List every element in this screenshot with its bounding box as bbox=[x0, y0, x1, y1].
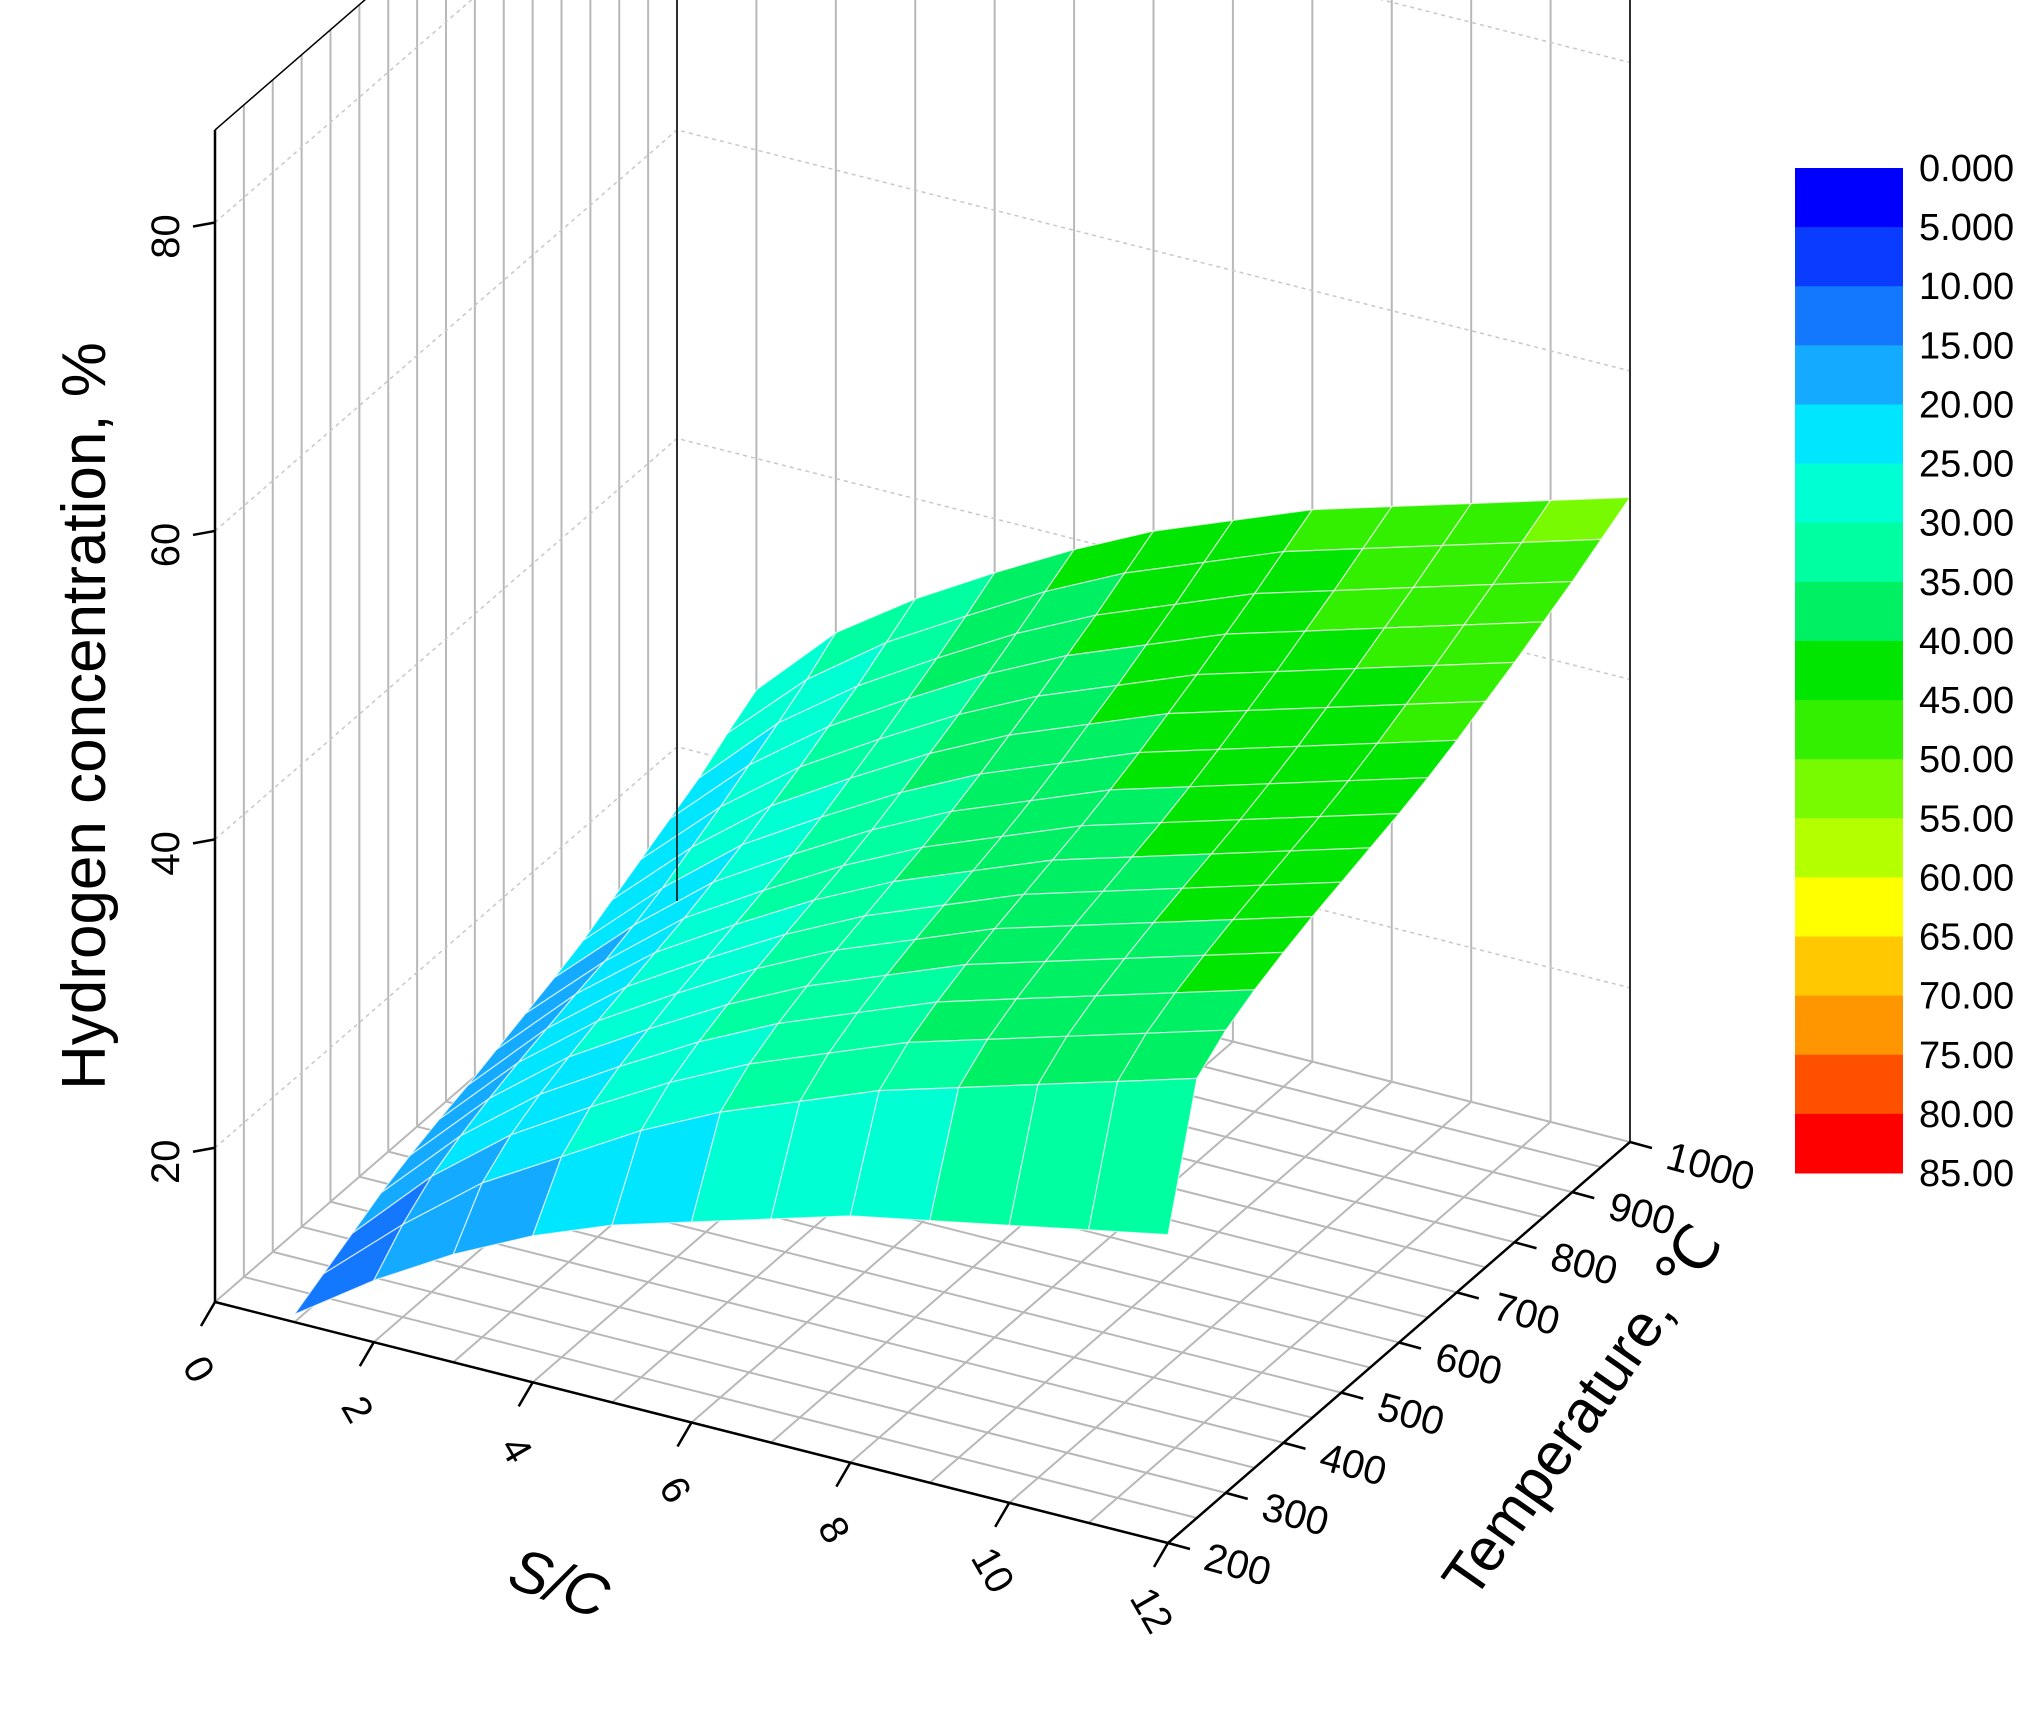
y-tick-label: 500 bbox=[1373, 1385, 1449, 1445]
floor-grid-y bbox=[272, 1250, 1226, 1494]
colorbar-label: 50.00 bbox=[1919, 739, 2014, 781]
z-tick-mark bbox=[192, 1146, 216, 1154]
colorbar-label: 10.00 bbox=[1919, 266, 2014, 308]
z-tick-label: 80 bbox=[144, 214, 188, 258]
colorbar-label: 20.00 bbox=[1919, 384, 2014, 426]
x-tick-mark bbox=[1152, 1542, 1170, 1568]
y-tick-mark bbox=[1456, 1291, 1480, 1300]
colorbar-swatch bbox=[1795, 581, 1903, 642]
colorbar-label: 55.00 bbox=[1919, 798, 2014, 840]
z-tick-label: 20 bbox=[144, 1140, 188, 1185]
colorbar-label: 0.000 bbox=[1919, 148, 2014, 190]
colorbar-label: 25.00 bbox=[1919, 444, 2014, 486]
z-tick-label: 60 bbox=[144, 523, 188, 568]
colorbar-label: 40.00 bbox=[1919, 621, 2014, 663]
colorbar-swatch bbox=[1795, 1113, 1903, 1174]
colorbar-swatch bbox=[1795, 818, 1903, 878]
z-axis-title: Hydrogen concentration, % bbox=[50, 342, 119, 1090]
colorbar-swatch bbox=[1795, 877, 1903, 938]
colorbar-label: 85.00 bbox=[1919, 1153, 2014, 1195]
surface-cell bbox=[1087, 1077, 1198, 1236]
x-tick-mark bbox=[517, 1381, 534, 1407]
y-tick-label: 400 bbox=[1315, 1435, 1391, 1495]
y-tick-mark bbox=[1571, 1190, 1595, 1200]
y-tick-label: 1000 bbox=[1662, 1134, 1759, 1200]
colorbar-swatch bbox=[1795, 1054, 1903, 1115]
x-tick-mark bbox=[358, 1341, 375, 1367]
colorbar-swatch bbox=[1795, 345, 1903, 405]
colorbar-swatch bbox=[1795, 522, 1903, 583]
colorbar-label: 15.00 bbox=[1919, 325, 2014, 367]
floor-grid-y bbox=[243, 1275, 1198, 1519]
x-axis-title: S/C bbox=[501, 1535, 619, 1632]
colorbar-label: 35.00 bbox=[1919, 562, 2014, 604]
x-tick-mark bbox=[994, 1502, 1011, 1528]
y-tick-label: 600 bbox=[1431, 1335, 1507, 1395]
y-tick-label: 300 bbox=[1257, 1485, 1333, 1545]
colorbar-label: 30.00 bbox=[1919, 503, 2014, 545]
colorbar-label: 70.00 bbox=[1919, 976, 2014, 1018]
x-tick-label: 10 bbox=[962, 1540, 1022, 1601]
x-tick-mark bbox=[676, 1421, 693, 1448]
y-tick-label: 800 bbox=[1546, 1234, 1622, 1294]
x-tick-label: 12 bbox=[1121, 1580, 1181, 1641]
colorbar-swatch bbox=[1795, 463, 1903, 524]
surface-mesh bbox=[292, 496, 1632, 1316]
colorbar: 0.000 5.000 10.00 15.00 20.00 25.00 30.00 35.00… bbox=[1795, 148, 2014, 1195]
y-tick-mark bbox=[1514, 1241, 1537, 1250]
colorbar-swatch bbox=[1795, 168, 1903, 228]
colorbar-label: 80.00 bbox=[1919, 1094, 2014, 1136]
y-tick-mark bbox=[1629, 1140, 1653, 1150]
z-tick-label: 40 bbox=[144, 831, 188, 876]
y-tick-mark bbox=[1225, 1491, 1249, 1501]
y-tick-mark bbox=[1340, 1391, 1364, 1400]
box-edge bbox=[214, 0, 366, 131]
colorbar-swatch bbox=[1795, 759, 1903, 819]
y-tick-mark bbox=[1398, 1341, 1422, 1350]
colorbar-label: 65.00 bbox=[1919, 917, 2014, 959]
colorbar-swatch bbox=[1795, 700, 1903, 760]
x-tick-mark bbox=[199, 1301, 217, 1327]
colorbar-swatch bbox=[1795, 995, 1903, 1056]
colorbar-swatch bbox=[1795, 227, 1903, 287]
z-tick-mark bbox=[192, 221, 216, 228]
y-tick-mark bbox=[1283, 1441, 1306, 1450]
z-tick-mark bbox=[192, 529, 216, 537]
x-tick-label: 4 bbox=[491, 1429, 540, 1470]
colorbar-label: 5.000 bbox=[1919, 207, 2014, 249]
y-tick-mark bbox=[1167, 1541, 1191, 1551]
x-tick-label: 8 bbox=[809, 1510, 858, 1551]
colorbar-swatch bbox=[1795, 640, 1903, 701]
colorbar-swatch bbox=[1795, 286, 1903, 346]
x-tick-mark bbox=[835, 1462, 852, 1488]
colorbar-label: 45.00 bbox=[1919, 680, 2014, 722]
z-gridline bbox=[214, 0, 1631, 224]
y-tick-label: 700 bbox=[1488, 1285, 1564, 1345]
floor-grid-y bbox=[301, 1225, 1255, 1469]
y-tick-label: 200 bbox=[1200, 1535, 1276, 1595]
x-tick-label: 0 bbox=[174, 1349, 223, 1390]
colorbar-label: 75.00 bbox=[1919, 1035, 2014, 1077]
z-tick-mark bbox=[192, 838, 216, 845]
x-tick-label: 2 bbox=[332, 1389, 381, 1430]
colorbar-swatch bbox=[1795, 936, 1903, 997]
colorbar-label: 60.00 bbox=[1919, 857, 2014, 899]
x-tick-label: 6 bbox=[650, 1469, 699, 1510]
colorbar-swatch bbox=[1795, 404, 1903, 465]
